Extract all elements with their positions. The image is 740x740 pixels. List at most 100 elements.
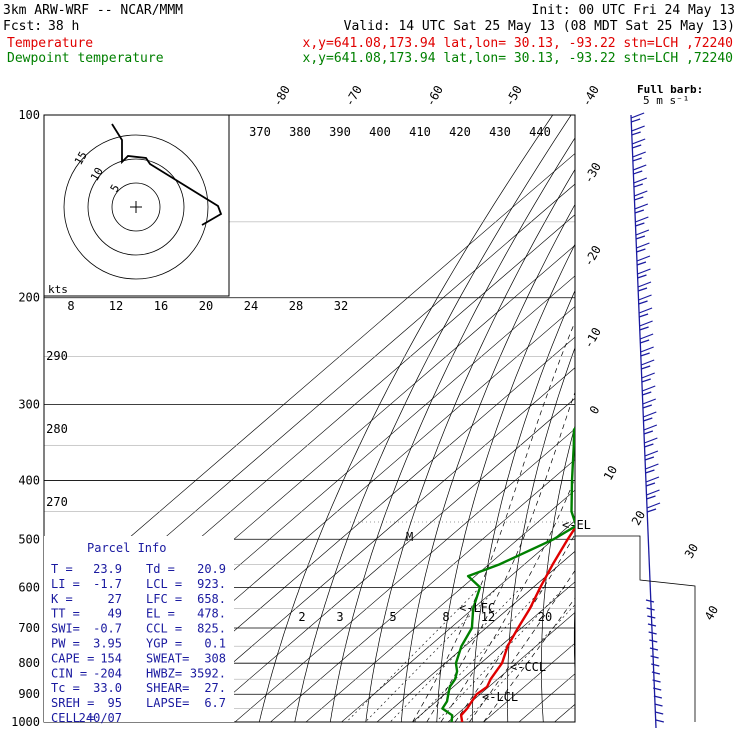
wind-barb — [632, 157, 642, 162]
moist-adiabat — [426, 391, 575, 722]
dry-adiabat — [507, 346, 575, 722]
mixing-ratio-label: 2 — [298, 610, 305, 624]
isotherm-label: -20 — [581, 243, 604, 269]
wind-barb — [646, 607, 655, 611]
wind-barb — [633, 170, 643, 175]
isotherm-label: 30 — [682, 541, 701, 561]
lcl-marker: <-LCL — [482, 690, 518, 704]
wind-barb — [637, 281, 652, 288]
isotherm — [376, 550, 575, 722]
hodograph-speed-label: 12 — [109, 299, 123, 313]
parcel-value: 240/07 — [79, 711, 122, 725]
parcel-info-row: T = 23.9 Td = 20.9 — [51, 562, 226, 576]
isotherm-label: 40 — [702, 603, 721, 623]
hodograph-speed-label: 20 — [199, 299, 213, 313]
barb-note-speed: 5 m s⁻¹ — [643, 94, 689, 107]
wind-barb — [640, 359, 655, 366]
isotherm-label: -30 — [581, 160, 604, 186]
valid-time: Valid: 14 UTC Sat 25 May 13 (08 MDT Sat … — [344, 19, 735, 34]
moist-adiabat — [483, 597, 575, 722]
legend-temperature-location: x,y=641.08,173.94 lat,lon= 30.13, -93.22… — [303, 36, 733, 51]
parcel-value: 95 — [108, 696, 122, 710]
wind-barb — [645, 463, 659, 470]
theta-label: 430 — [489, 125, 511, 139]
wind-barb — [641, 372, 655, 379]
parcel-label: CIN = — [51, 666, 87, 680]
parcel-label: CELL = — [51, 711, 94, 725]
pressure-axis: 100 200 300 400 500 600 700 800 900 1000 — [11, 108, 576, 729]
isotherm — [305, 489, 575, 722]
parcel-label: CCL = — [146, 622, 182, 636]
pressure-label: 800 — [18, 656, 40, 670]
parcel-info-row: SREH = 95 LAPSE= 6.7 — [51, 696, 226, 710]
wind-barb — [642, 398, 657, 405]
isotherm — [341, 520, 575, 722]
wind-barb — [631, 144, 642, 149]
hodograph-units: kts — [48, 283, 68, 296]
parcel-label: YGP = — [146, 637, 182, 651]
el-marker: <-EL — [562, 518, 591, 532]
parcel-label: Tc = — [51, 681, 80, 695]
dry-adiabat — [365, 168, 575, 722]
isotherm — [163, 367, 575, 722]
dry-adiabat — [329, 137, 575, 722]
mixing-ratio-label: 8 — [442, 610, 449, 624]
parcel-label: PW = — [51, 637, 80, 651]
parcel-label: CAPE = — [51, 651, 94, 665]
wind-barbs — [575, 112, 696, 729]
wind-barb — [634, 203, 649, 210]
parcel-value: -0.7 — [93, 622, 122, 636]
wind-barb — [639, 333, 654, 340]
wind-barb — [646, 495, 656, 500]
wind-barb — [640, 352, 650, 357]
wind-barb — [636, 255, 651, 262]
wind-barb — [631, 138, 646, 145]
pressure-label: 900 — [18, 687, 40, 701]
plot-frame — [43, 114, 576, 723]
pressure-label: 300 — [18, 398, 40, 412]
wind-barb — [644, 450, 659, 457]
parcel-value: 33.0 — [93, 681, 122, 695]
theta-label: 380 — [289, 125, 311, 139]
wind-barb — [644, 437, 658, 444]
wind-barb — [641, 365, 651, 370]
dry-adiabat — [606, 115, 736, 735]
wind-barb — [635, 222, 645, 227]
wind-barb — [646, 489, 660, 496]
hodograph-ring — [87, 158, 185, 256]
wind-barb — [644, 456, 655, 461]
wind-barb — [650, 655, 659, 659]
moist-adiabat — [440, 477, 575, 722]
parcel-value: 23.9 — [93, 562, 122, 576]
wind-barb — [634, 196, 644, 201]
wind-barb — [647, 623, 657, 627]
hodograph-ring — [63, 134, 209, 280]
theta-label: 390 — [329, 125, 351, 139]
isotherm-label: -70 — [342, 83, 365, 109]
wind-barb — [633, 164, 647, 171]
wind-barb — [642, 391, 652, 396]
init-time: Init: 00 UTC Fri 24 May 13 — [532, 3, 736, 18]
ccl-marker: <-CCL — [510, 660, 546, 674]
parcel-value: 825. — [197, 622, 226, 636]
wind-barb — [636, 248, 646, 253]
mixing-ratio-label: 3 — [336, 610, 343, 624]
isotherm — [199, 397, 575, 722]
parcel-value: 154 — [100, 651, 122, 665]
hodograph-speed-label: 24 — [244, 299, 258, 313]
parcel-label: SREH = — [51, 696, 94, 710]
isotherm — [554, 703, 575, 722]
wind-barb — [633, 177, 647, 184]
parcel-value: -204 — [93, 666, 122, 680]
parcel-label: Td = — [146, 562, 175, 576]
mixing-ratio-label: 5 — [389, 610, 396, 624]
parcel-label: SWI= — [51, 622, 80, 636]
pressure-label: 500 — [18, 532, 40, 546]
dry-adiabat — [400, 203, 575, 722]
pressure-label: 700 — [18, 621, 40, 635]
parcel-value: 49 — [108, 607, 122, 621]
theta-label: 410 — [409, 125, 431, 139]
wind-barb — [653, 687, 662, 691]
dry-adiabat — [436, 243, 575, 722]
